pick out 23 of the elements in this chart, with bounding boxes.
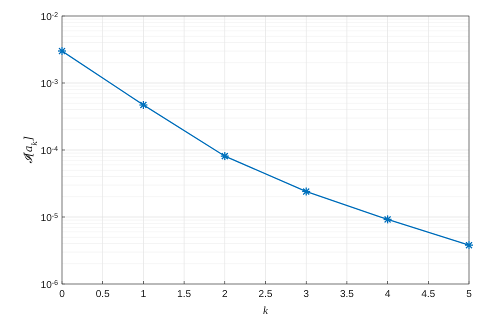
y-tick-label: 10$^{-3}$ <box>40 78 58 90</box>
point <box>302 186 311 196</box>
x-tick-label: 1 <box>140 289 147 300</box>
x-tick-label: 2.5 <box>258 289 273 300</box>
point <box>57 46 67 56</box>
point <box>382 214 392 224</box>
point <box>220 151 230 161</box>
y-tick-label: 10$^{-2}$ <box>40 12 58 23</box>
point <box>464 240 474 250</box>
x-tick-label: 4.5 <box>421 289 436 300</box>
x-tick-label: 2 <box>222 289 228 300</box>
y-tick-label: 10$^{-6}$ <box>40 280 58 291</box>
y-tick-label: 10$^{-5}$ <box>40 212 58 224</box>
point <box>138 100 148 110</box>
x-tick-label: 0.5 <box>96 289 110 300</box>
x-tick-label: 5 <box>466 289 472 300</box>
x-axis-title: k <box>263 305 270 317</box>
y-tick-label: 10$^{-4}$ <box>40 146 58 157</box>
x-tick-label: 3.5 <box>340 289 354 300</box>
x-tick-label: 1.5 <box>177 289 192 300</box>
x-tick-label: 0 <box>59 289 66 300</box>
x-tick-label: 4 <box>384 289 391 300</box>
x-tick-label: 3 <box>303 289 310 300</box>
